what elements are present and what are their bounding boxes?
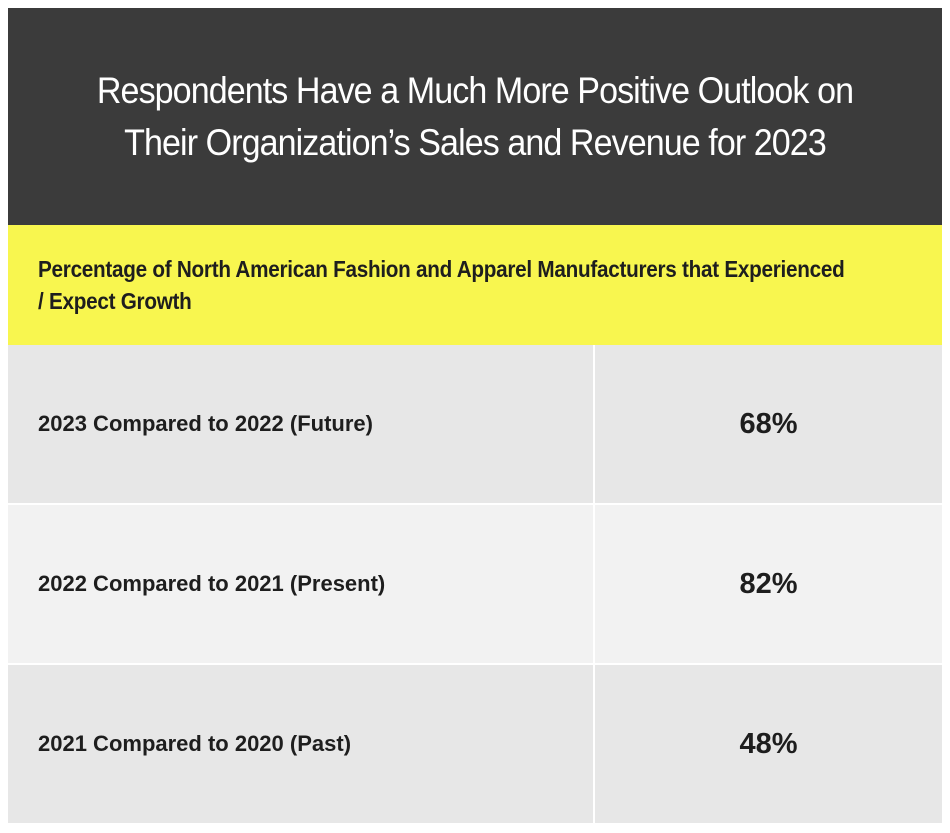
header: Respondents Have a Much More Positive Ou… [8,8,942,225]
row-value: 82% [595,505,942,663]
title: Respondents Have a Much More Positive Ou… [96,69,854,163]
row-label: 2023 Compared to 2022 (Future) [8,345,593,503]
subtitle-band: Percentage of North American Fashion and… [8,225,942,345]
row-value: 68% [595,345,942,503]
subtitle: Percentage of North American Fashion and… [38,256,845,314]
row-label: 2022 Compared to 2021 (Present) [8,505,593,663]
table-row: 2021 Compared to 2020 (Past) 48% [8,665,942,823]
table-row: 2022 Compared to 2021 (Present) 82% [8,505,942,663]
row-value: 48% [595,665,942,823]
row-label: 2021 Compared to 2020 (Past) [8,665,593,823]
infographic: Respondents Have a Much More Positive Ou… [8,8,942,826]
table-row: 2023 Compared to 2022 (Future) 68% [8,345,942,503]
